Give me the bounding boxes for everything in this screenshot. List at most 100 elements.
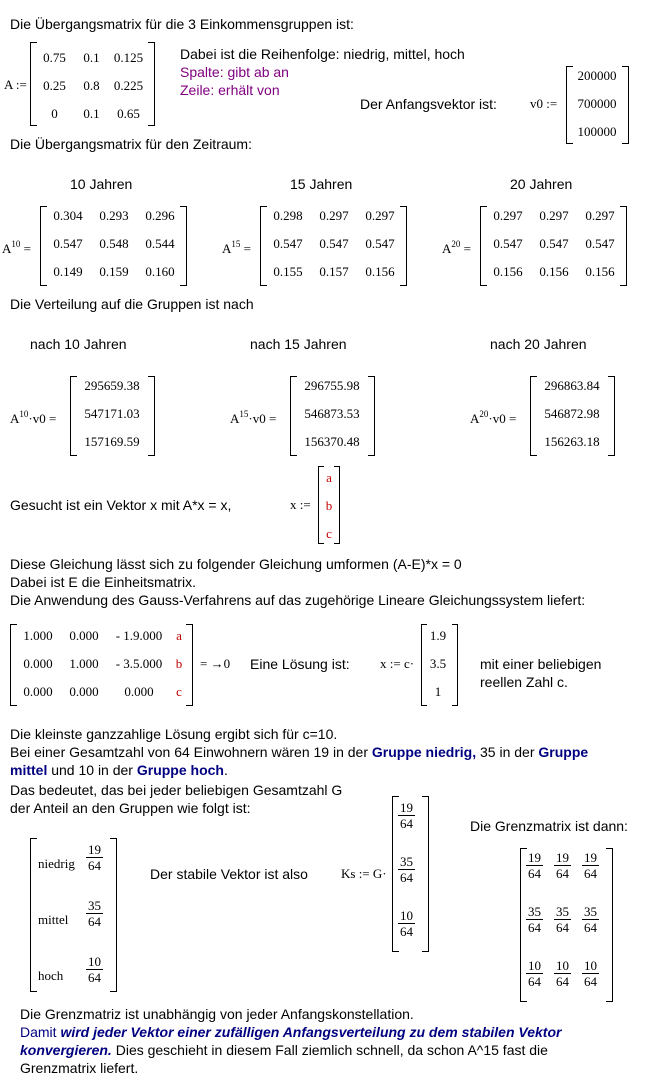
period-matrix-label: A20 = — [442, 239, 471, 256]
period-matrix-cell: 0.547 — [53, 236, 83, 251]
matrix-a-cell: 0.1 — [83, 50, 100, 65]
dist-vector-cell: 546873.53 — [304, 406, 360, 421]
stable-text: Der stabile Vektor ist also — [150, 866, 308, 882]
matrix-a-cell: 0.75 — [43, 50, 66, 65]
period-matrix-cell: 0.297 — [493, 208, 523, 223]
matrix-a-cell: 0.125 — [113, 50, 144, 65]
final-line-2: Damit wird jeder Vektor einer zufälligen… — [20, 1024, 562, 1040]
dist-heading: Die Verteilung auf die Gruppen ist nach — [10, 296, 254, 312]
x-vector-cell: c — [326, 526, 332, 541]
gauss-cell: - 3.5.000 — [115, 656, 163, 671]
x-vector-cell: a — [326, 470, 332, 485]
dist-right-bracket — [368, 376, 375, 456]
search-text: Gesucht ist ein Vektor x mit A*x = x, — [10, 497, 232, 513]
ks-left-bracket — [392, 796, 399, 952]
group-fraction: 35 64 — [86, 898, 103, 929]
v0-right-bracket — [622, 66, 629, 144]
period-matrix-cell: 0.156 — [493, 264, 523, 279]
period-left-bracket — [40, 206, 47, 286]
grenz-fraction: 35 64 — [526, 904, 543, 935]
period-matrix-cell: 0.297 — [365, 208, 395, 223]
group-fraction: 10 64 — [86, 954, 103, 985]
grenz-fraction: 19 64 — [526, 850, 543, 881]
period-title: 15 Jahren — [290, 176, 353, 192]
dist-vector-cell: 157169.59 — [84, 434, 140, 449]
dist-left-bracket — [290, 376, 297, 456]
dist-right-bracket — [148, 376, 155, 456]
gauss-cell: 0.000 — [23, 656, 53, 671]
period-matrix-cell: 0.547 — [585, 236, 615, 251]
intro-text: Die Übergangsmatrix für die 3 Einkommens… — [10, 16, 354, 32]
dist-title: nach 20 Jahren — [490, 336, 587, 352]
period-right-bracket — [620, 206, 627, 286]
period-matrix-cell: 0.149 — [53, 264, 83, 279]
solution-left-bracket — [421, 624, 427, 706]
period-matrix-cell: 0.304 — [53, 208, 83, 223]
share-line-2: der Anteil an den Gruppen wie folgt ist: — [10, 800, 251, 816]
period-matrix-cell: 0.156 — [585, 264, 615, 279]
ks-fraction: 19 64 — [398, 800, 415, 831]
dist-vector-cell: 295659.38 — [84, 378, 140, 393]
solution-vector-cell: 3.5 — [429, 656, 447, 671]
solution-vector-cell: 1 — [434, 684, 442, 699]
group-name: mittel — [38, 912, 69, 927]
dist-right-bracket — [608, 376, 615, 456]
group-fraction: 19 64 — [86, 842, 103, 873]
grenz-fraction: 19 64 — [582, 850, 599, 881]
solution-note-1: mit einer beliebigen — [480, 656, 602, 672]
period-matrix-cell: 0.547 — [273, 236, 303, 251]
share-left-bracket — [30, 838, 37, 992]
spalte-text: Spalte: gibt ab an — [180, 64, 289, 80]
period-heading: Die Übergangsmatrix für den Zeitraum: — [10, 136, 252, 152]
v0-left-bracket — [566, 66, 573, 144]
period-matrix-cell: 0.544 — [145, 236, 175, 251]
x-right-bracket — [334, 466, 340, 544]
v0-cell: 200000 — [577, 68, 617, 83]
period-right-bracket — [180, 206, 187, 286]
share-right-bracket — [110, 838, 117, 992]
v0-cell: 100000 — [577, 124, 617, 139]
gauss-cell: 1.000 — [69, 656, 99, 671]
dist-title: nach 10 Jahren — [30, 336, 127, 352]
gauss-right-bracket — [186, 624, 193, 706]
grenz-fraction: 10 64 — [582, 958, 599, 989]
grenz-fraction: 35 64 — [554, 904, 571, 935]
solution-label: x := c· — [380, 656, 415, 671]
gauss-var-cell: a — [176, 628, 182, 643]
dist-vector-cell: 296863.84 — [544, 378, 600, 393]
matrix-a-cell: 0.1 — [83, 106, 100, 121]
order-text: Dabei ist die Reihenfolge: niedrig, mitt… — [180, 46, 465, 62]
solution-note-2: reellen Zahl c. — [480, 674, 568, 690]
group-name: niedrig — [38, 856, 75, 871]
v0-text: Der Anfangsvektor ist: — [360, 96, 497, 112]
x-vector-cell: b — [325, 498, 333, 513]
period-matrix-cell: 0.160 — [145, 264, 175, 279]
period-matrix-cell: 0.297 — [585, 208, 615, 223]
period-matrix-cell: 0.297 — [319, 208, 349, 223]
matrix-a-cell: 0.25 — [43, 78, 66, 93]
matrix-a-cell: 0 — [51, 106, 58, 121]
dist-vector-cell: 296755.98 — [304, 378, 360, 393]
grenz-heading: Die Grenzmatrix ist dann: — [470, 818, 628, 834]
period-matrix-cell: 0.296 — [145, 208, 175, 223]
grenz-fraction: 19 64 — [554, 850, 571, 881]
gauss-left-bracket — [10, 624, 17, 706]
transform-line-3: Die Anwendung des Gauss-Verfahrens auf d… — [10, 592, 586, 608]
period-matrix-cell: 0.297 — [539, 208, 569, 223]
matrix-a-right-bracket — [148, 42, 155, 126]
ks-fraction: 35 64 — [398, 854, 415, 885]
gauss-cell: 0.000 — [69, 628, 99, 643]
zeile-text: Zeile: erhält von — [180, 82, 280, 98]
dist-label: A15·v0 = — [230, 409, 277, 426]
v0-cell: 700000 — [577, 96, 617, 111]
matrix-a-cell: 0.8 — [83, 78, 100, 93]
matrix-a-left-bracket — [30, 42, 37, 126]
ks-right-bracket — [422, 796, 429, 952]
period-left-bracket — [480, 206, 487, 286]
grenz-fraction: 35 64 — [582, 904, 599, 935]
period-matrix-cell: 0.547 — [493, 236, 523, 251]
x-left-bracket — [318, 466, 324, 544]
group-name: hoch — [38, 968, 64, 983]
grenz-fraction: 10 64 — [526, 958, 543, 989]
